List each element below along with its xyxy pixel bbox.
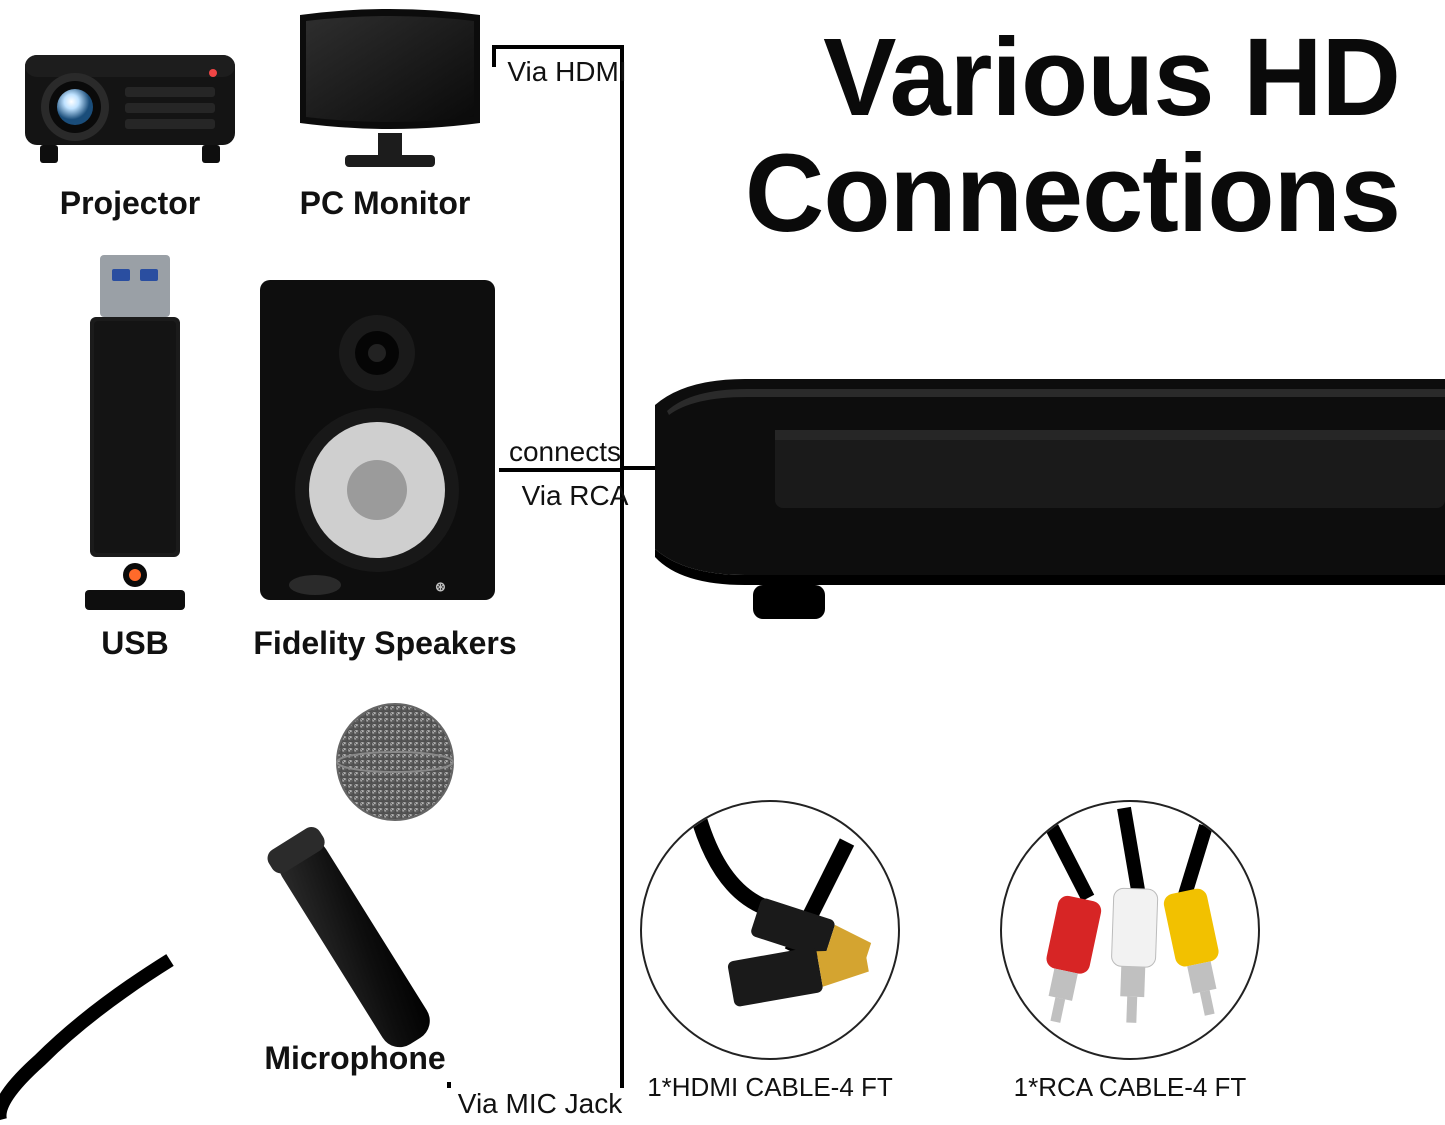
speaker-label: Fidelity Speakers (225, 625, 545, 662)
rca-cable-icon (1000, 800, 1260, 1060)
rca-cable-caption: 1*RCA CABLE-4 FT (1000, 1072, 1260, 1103)
projector-icon (15, 15, 245, 175)
monitor-label: PC Monitor (275, 185, 495, 222)
hdmi-cable-caption: 1*HDMI CABLE-4 FT (640, 1072, 900, 1103)
branch-rca (499, 468, 620, 472)
usb-label: USB (75, 625, 195, 662)
projector-label: Projector (30, 185, 230, 222)
connects-label: connects (495, 436, 635, 468)
title-line-2: Connections (745, 136, 1400, 252)
trunk-line (620, 45, 624, 1102)
title-line-1: Various HD (745, 20, 1400, 136)
branch-hdmi (492, 45, 620, 49)
usb-icon (70, 255, 200, 615)
branch-hdmi-down (492, 45, 496, 67)
monitor-icon (290, 5, 490, 175)
microphone-label: Microphone (235, 1040, 475, 1077)
via-hdmi-label: Via HDMI (497, 56, 637, 88)
via-rca-label: Via RCA (505, 480, 645, 512)
page-title: Various HD Connections (745, 20, 1400, 251)
hdmi-cable-icon (640, 800, 900, 1060)
dvd-player-icon (655, 375, 1445, 625)
svg-text:⊛: ⊛ (435, 579, 446, 594)
speaker-icon: ⊛ (255, 275, 500, 615)
